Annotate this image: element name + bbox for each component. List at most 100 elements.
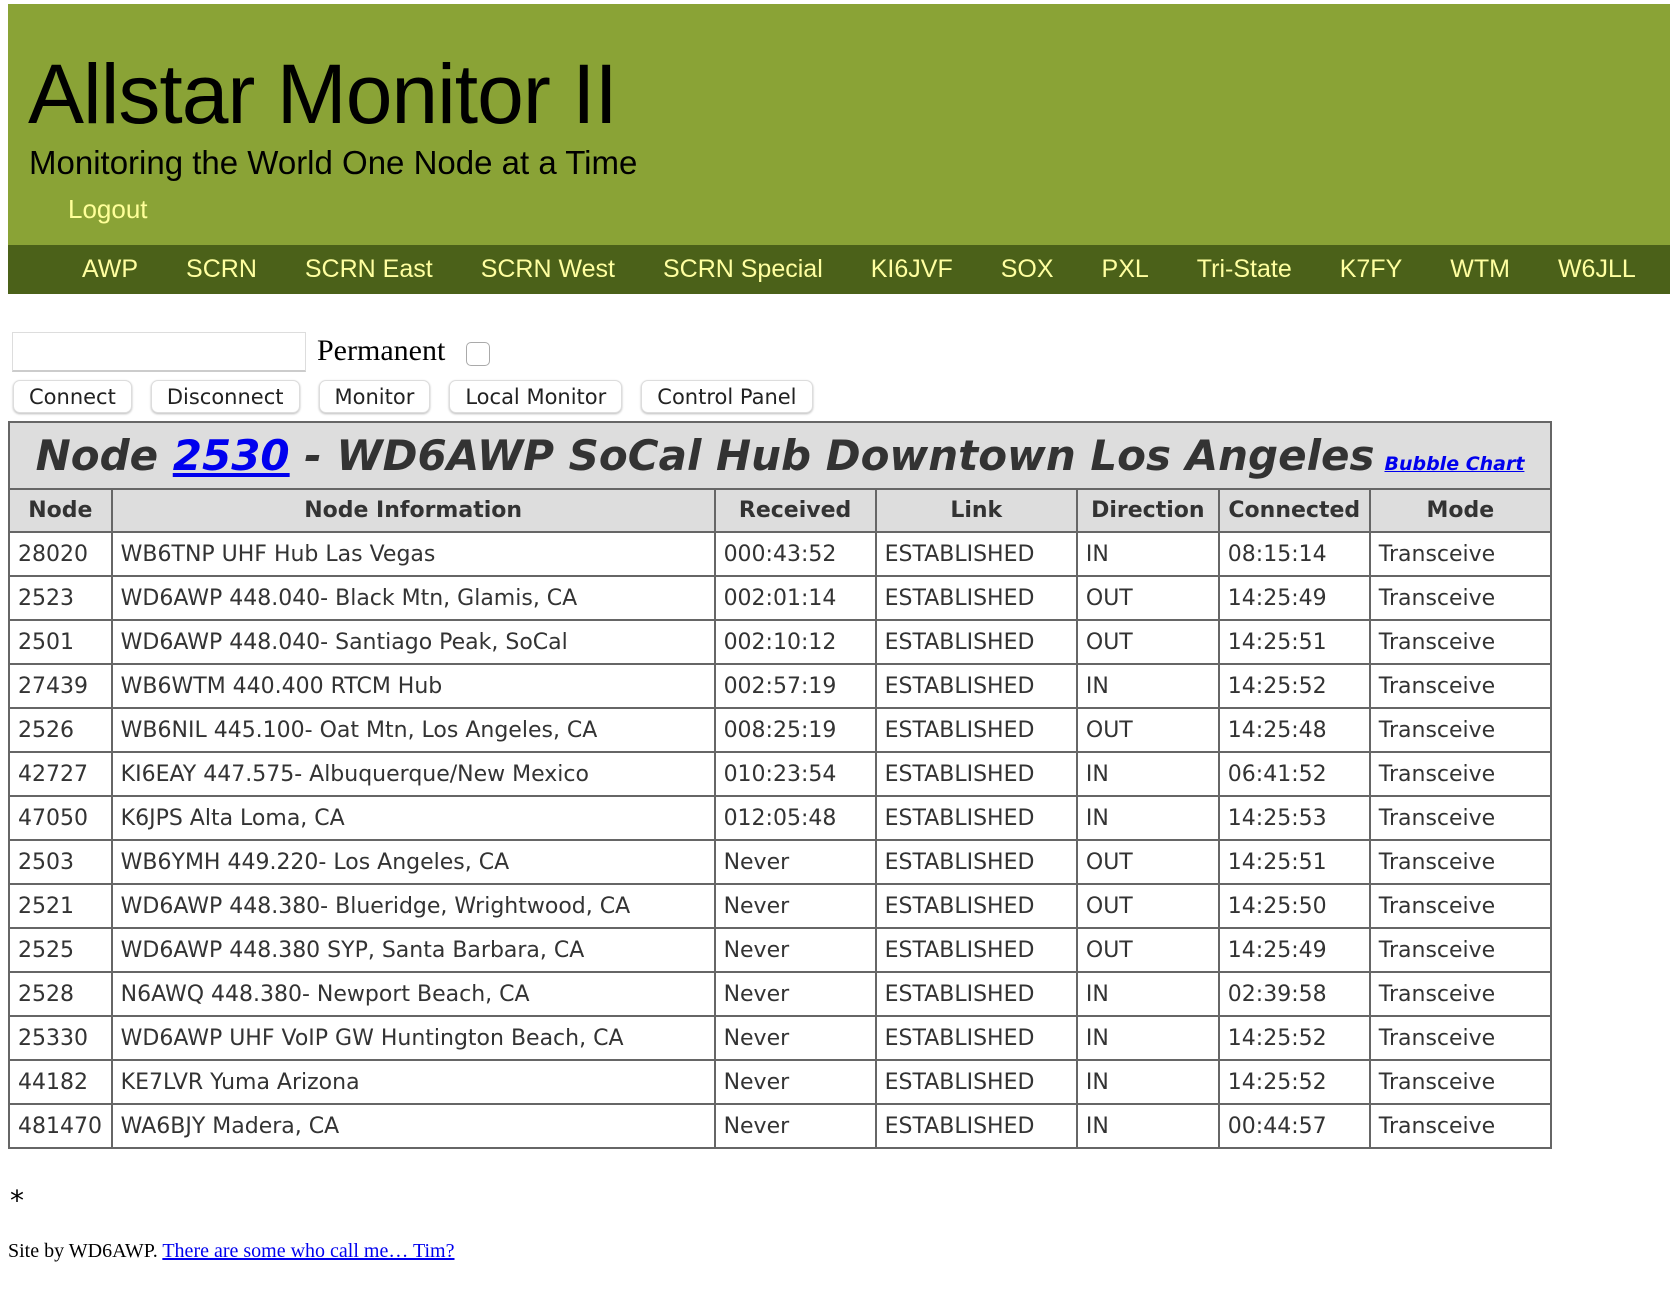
cell-node: 2528 <box>8 971 113 1017</box>
table-row: 28020 WB6TNP UHF Hub Las Vegas 000:43:52 ES… <box>8 531 1553 577</box>
cell-connected: 14:25:51 <box>1217 839 1371 885</box>
nav-item-pxl[interactable]: PXL <box>1101 255 1149 283</box>
cell-node: 28020 <box>8 531 113 577</box>
nav-item-ki6jvf[interactable]: KI6JVF <box>870 255 953 283</box>
cell-direction: IN <box>1075 1103 1220 1149</box>
cell-node: 2526 <box>8 707 113 753</box>
page-title: Allstar Monitor II <box>28 47 618 141</box>
cell-mode: Transceive <box>1368 663 1553 709</box>
cell-received: Never <box>713 883 877 929</box>
cell-direction: IN <box>1075 1015 1220 1061</box>
cell-node: 25330 <box>8 1015 113 1061</box>
cell-node-information: KI6EAY 447.575- Albuquerque/New Mexico <box>110 751 716 797</box>
cell-direction: IN <box>1075 663 1220 709</box>
column-header-mode: Mode <box>1368 488 1553 533</box>
node-number-input[interactable] <box>12 332 306 372</box>
cell-node-information: WA6BJY Madera, CA <box>110 1103 716 1149</box>
cell-node-information: WB6WTM 440.400 RTCM Hub <box>110 663 716 709</box>
node-title: - WD6AWP SoCal Hub Downtown Los Angeles <box>289 431 1375 480</box>
cell-node: 2525 <box>8 927 113 973</box>
cell-node-information: K6JPS Alta Loma, CA <box>110 795 716 841</box>
cell-received: 002:01:14 <box>713 575 877 621</box>
nav-item-scrn[interactable]: SCRN <box>186 255 257 283</box>
cell-mode: Transceive <box>1368 751 1553 797</box>
nav-item-scrn-west[interactable]: SCRN West <box>480 255 615 283</box>
cell-node: 27439 <box>8 663 113 709</box>
cell-direction: IN <box>1075 1059 1220 1105</box>
cell-direction: IN <box>1075 795 1220 841</box>
cell-direction: OUT <box>1075 619 1220 665</box>
cell-direction: OUT <box>1075 927 1220 973</box>
nav-item-tri-state[interactable]: Tri-State <box>1196 255 1292 283</box>
column-header-node: Node <box>8 488 113 533</box>
control-panel-button[interactable]: Control Panel <box>641 380 813 413</box>
table-row: 481470 WA6BJY Madera, CA Never ESTABLISHED I… <box>8 1103 1553 1149</box>
cell-node-information: WB6TNP UHF Hub Las Vegas <box>110 531 716 577</box>
cell-link: ESTABLISHED <box>874 795 1078 841</box>
cell-node: 2521 <box>8 883 113 929</box>
cell-direction: OUT <box>1075 707 1220 753</box>
cell-link: ESTABLISHED <box>874 1059 1078 1105</box>
nav-item-wtm[interactable]: WTM <box>1450 255 1510 283</box>
cell-node: 2501 <box>8 619 113 665</box>
cell-direction: OUT <box>1075 575 1220 621</box>
nav-item-w6jll[interactable]: W6JLL <box>1557 255 1636 283</box>
nav-item-scrn-special[interactable]: SCRN Special <box>662 255 823 283</box>
table-row: 2523 WD6AWP 448.040- Black Mtn, Glamis, C… <box>8 575 1553 621</box>
cell-node-information: WB6NIL 445.100- Oat Mtn, Los Angeles, CA <box>110 707 716 753</box>
cell-link: ESTABLISHED <box>874 663 1078 709</box>
table-caption: Node 2530 - WD6AWP SoCal Hub Downtown Lo… <box>8 421 1552 490</box>
disconnect-button[interactable]: Disconnect <box>150 380 300 413</box>
cell-link: ESTABLISHED <box>874 619 1078 665</box>
cell-node: 481470 <box>8 1103 113 1149</box>
cell-link: ESTABLISHED <box>874 1015 1078 1061</box>
bubble-chart-link[interactable]: Bubble Chart <box>1384 453 1525 475</box>
nav-item-awp[interactable]: AWP <box>82 255 139 283</box>
cell-mode: Transceive <box>1368 839 1553 885</box>
cell-connected: 14:25:52 <box>1217 1015 1371 1061</box>
table-row: 2501 WD6AWP 448.040- Santiago Peak, SoCal… <box>8 619 1553 665</box>
cell-mode: Transceive <box>1368 795 1553 841</box>
cell-node-information: WD6AWP 448.380- Blueridge, Wrightwood, C… <box>110 883 716 929</box>
cell-node-information: KE7LVR Yuma Arizona <box>110 1059 716 1105</box>
table-row: 44182 KE7LVR Yuma Arizona Never ESTABLISHED… <box>8 1059 1553 1105</box>
nav-item-k7fy[interactable]: K7FY <box>1339 255 1403 283</box>
cell-node-information: WD6AWP 448.040- Santiago Peak, SoCal <box>110 619 716 665</box>
cell-node-information: WB6YMH 449.220- Los Angeles, CA <box>110 839 716 885</box>
logout-link[interactable]: Logout <box>68 194 148 224</box>
cell-link: ESTABLISHED <box>874 575 1078 621</box>
caption-prefix: Node <box>35 431 173 480</box>
cell-direction: OUT <box>1075 839 1220 885</box>
cell-connected: 02:39:58 <box>1217 971 1371 1017</box>
cell-mode: Transceive <box>1368 531 1553 577</box>
nav-item-sox[interactable]: SOX <box>1000 255 1054 283</box>
cell-received: Never <box>713 839 877 885</box>
monitor-button[interactable]: Monitor <box>318 380 431 413</box>
cell-link: ESTABLISHED <box>874 707 1078 753</box>
node-group-nav: AWP SCRN SCRN East SCRN West SCRN Special KI6… <box>8 245 1670 294</box>
connections-table: Node 2530 - WD6AWP SoCal Hub Downtown Lo… <box>8 421 1553 1149</box>
footer-link[interactable]: There are some who call me… Tim? <box>162 1240 455 1262</box>
cell-connected: 14:25:49 <box>1217 927 1371 973</box>
cell-connected: 14:25:48 <box>1217 707 1371 753</box>
cell-link: ESTABLISHED <box>874 839 1078 885</box>
cell-received: Never <box>713 1015 877 1061</box>
cell-connected: 14:25:52 <box>1217 663 1371 709</box>
node-number-link[interactable]: 2530 <box>172 431 290 480</box>
local-monitor-button[interactable]: Local Monitor <box>449 380 623 413</box>
table-row: 2526 WB6NIL 445.100- Oat Mtn, Los Angeles… <box>8 707 1553 753</box>
connect-button[interactable]: Connect <box>13 380 132 413</box>
cell-mode: Transceive <box>1368 1103 1553 1149</box>
table-row: 25330 WD6AWP UHF VoIP GW Huntington Beach… <box>8 1015 1553 1061</box>
cell-node-information: WD6AWP 448.040- Black Mtn, Glamis, CA <box>110 575 716 621</box>
cell-link: ESTABLISHED <box>874 1103 1078 1149</box>
permanent-label: Permanent <box>317 334 446 367</box>
cell-node: 2503 <box>8 839 113 885</box>
cell-direction: IN <box>1075 531 1220 577</box>
nav-item-scrn-east[interactable]: SCRN East <box>304 255 433 283</box>
cell-received: 010:23:54 <box>713 751 877 797</box>
cell-node: 47050 <box>8 795 113 841</box>
permanent-checkbox[interactable] <box>466 342 490 366</box>
table-row: 2528 N6AWQ 448.380- Newport Beach, CA Neve… <box>8 971 1553 1017</box>
table-row: 42727 KI6EAY 447.575- Albuquerque/New Mex… <box>8 751 1553 797</box>
